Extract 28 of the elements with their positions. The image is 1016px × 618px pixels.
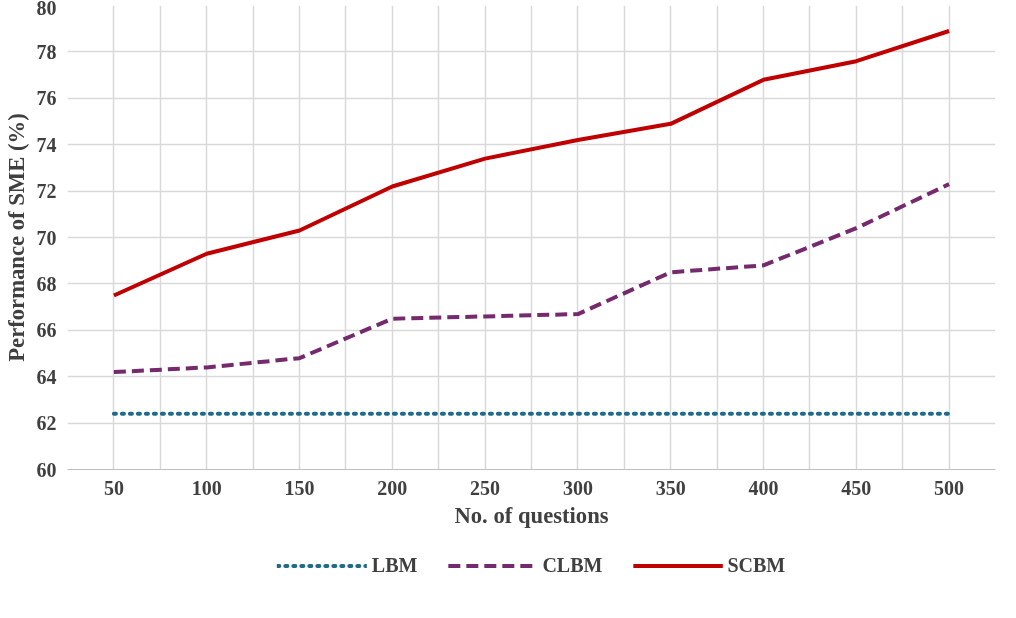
y-tick-label: 64 — [36, 365, 57, 388]
legend-label: LBM — [371, 553, 418, 577]
y-tick-label: 70 — [36, 226, 57, 249]
y-axis-title: Performance of SME (%) — [3, 113, 29, 362]
x-tick-label: 50 — [103, 476, 124, 499]
x-tick-label: 400 — [748, 476, 779, 499]
x-axis-title: No. of questions — [454, 502, 609, 528]
y-tick-label: 60 — [36, 458, 57, 481]
x-tick-label: 450 — [841, 476, 872, 499]
legend-label: CLBM — [542, 553, 603, 577]
x-tick-label: 250 — [470, 476, 501, 499]
y-tick-label: 66 — [36, 319, 57, 342]
y-tick-label: 68 — [36, 272, 57, 295]
y-tick-label: 80 — [36, 0, 57, 19]
x-tick-label: 300 — [562, 476, 593, 499]
y-tick-label: 72 — [36, 180, 57, 203]
line-series — [111, 182, 952, 375]
y-tick-label: 78 — [36, 40, 57, 63]
x-tick-label: 500 — [934, 476, 965, 499]
x-tick-label: 350 — [655, 476, 686, 499]
y-tick-label: 76 — [36, 87, 57, 110]
y-tick-label: 62 — [36, 412, 57, 435]
legend-label: SCBM — [727, 553, 786, 577]
x-tick-label: 200 — [377, 476, 408, 499]
line-series — [111, 29, 952, 298]
y-tick-label: 74 — [36, 133, 57, 156]
x-tick-label: 150 — [284, 476, 315, 499]
x-tick-label: 100 — [191, 476, 222, 499]
